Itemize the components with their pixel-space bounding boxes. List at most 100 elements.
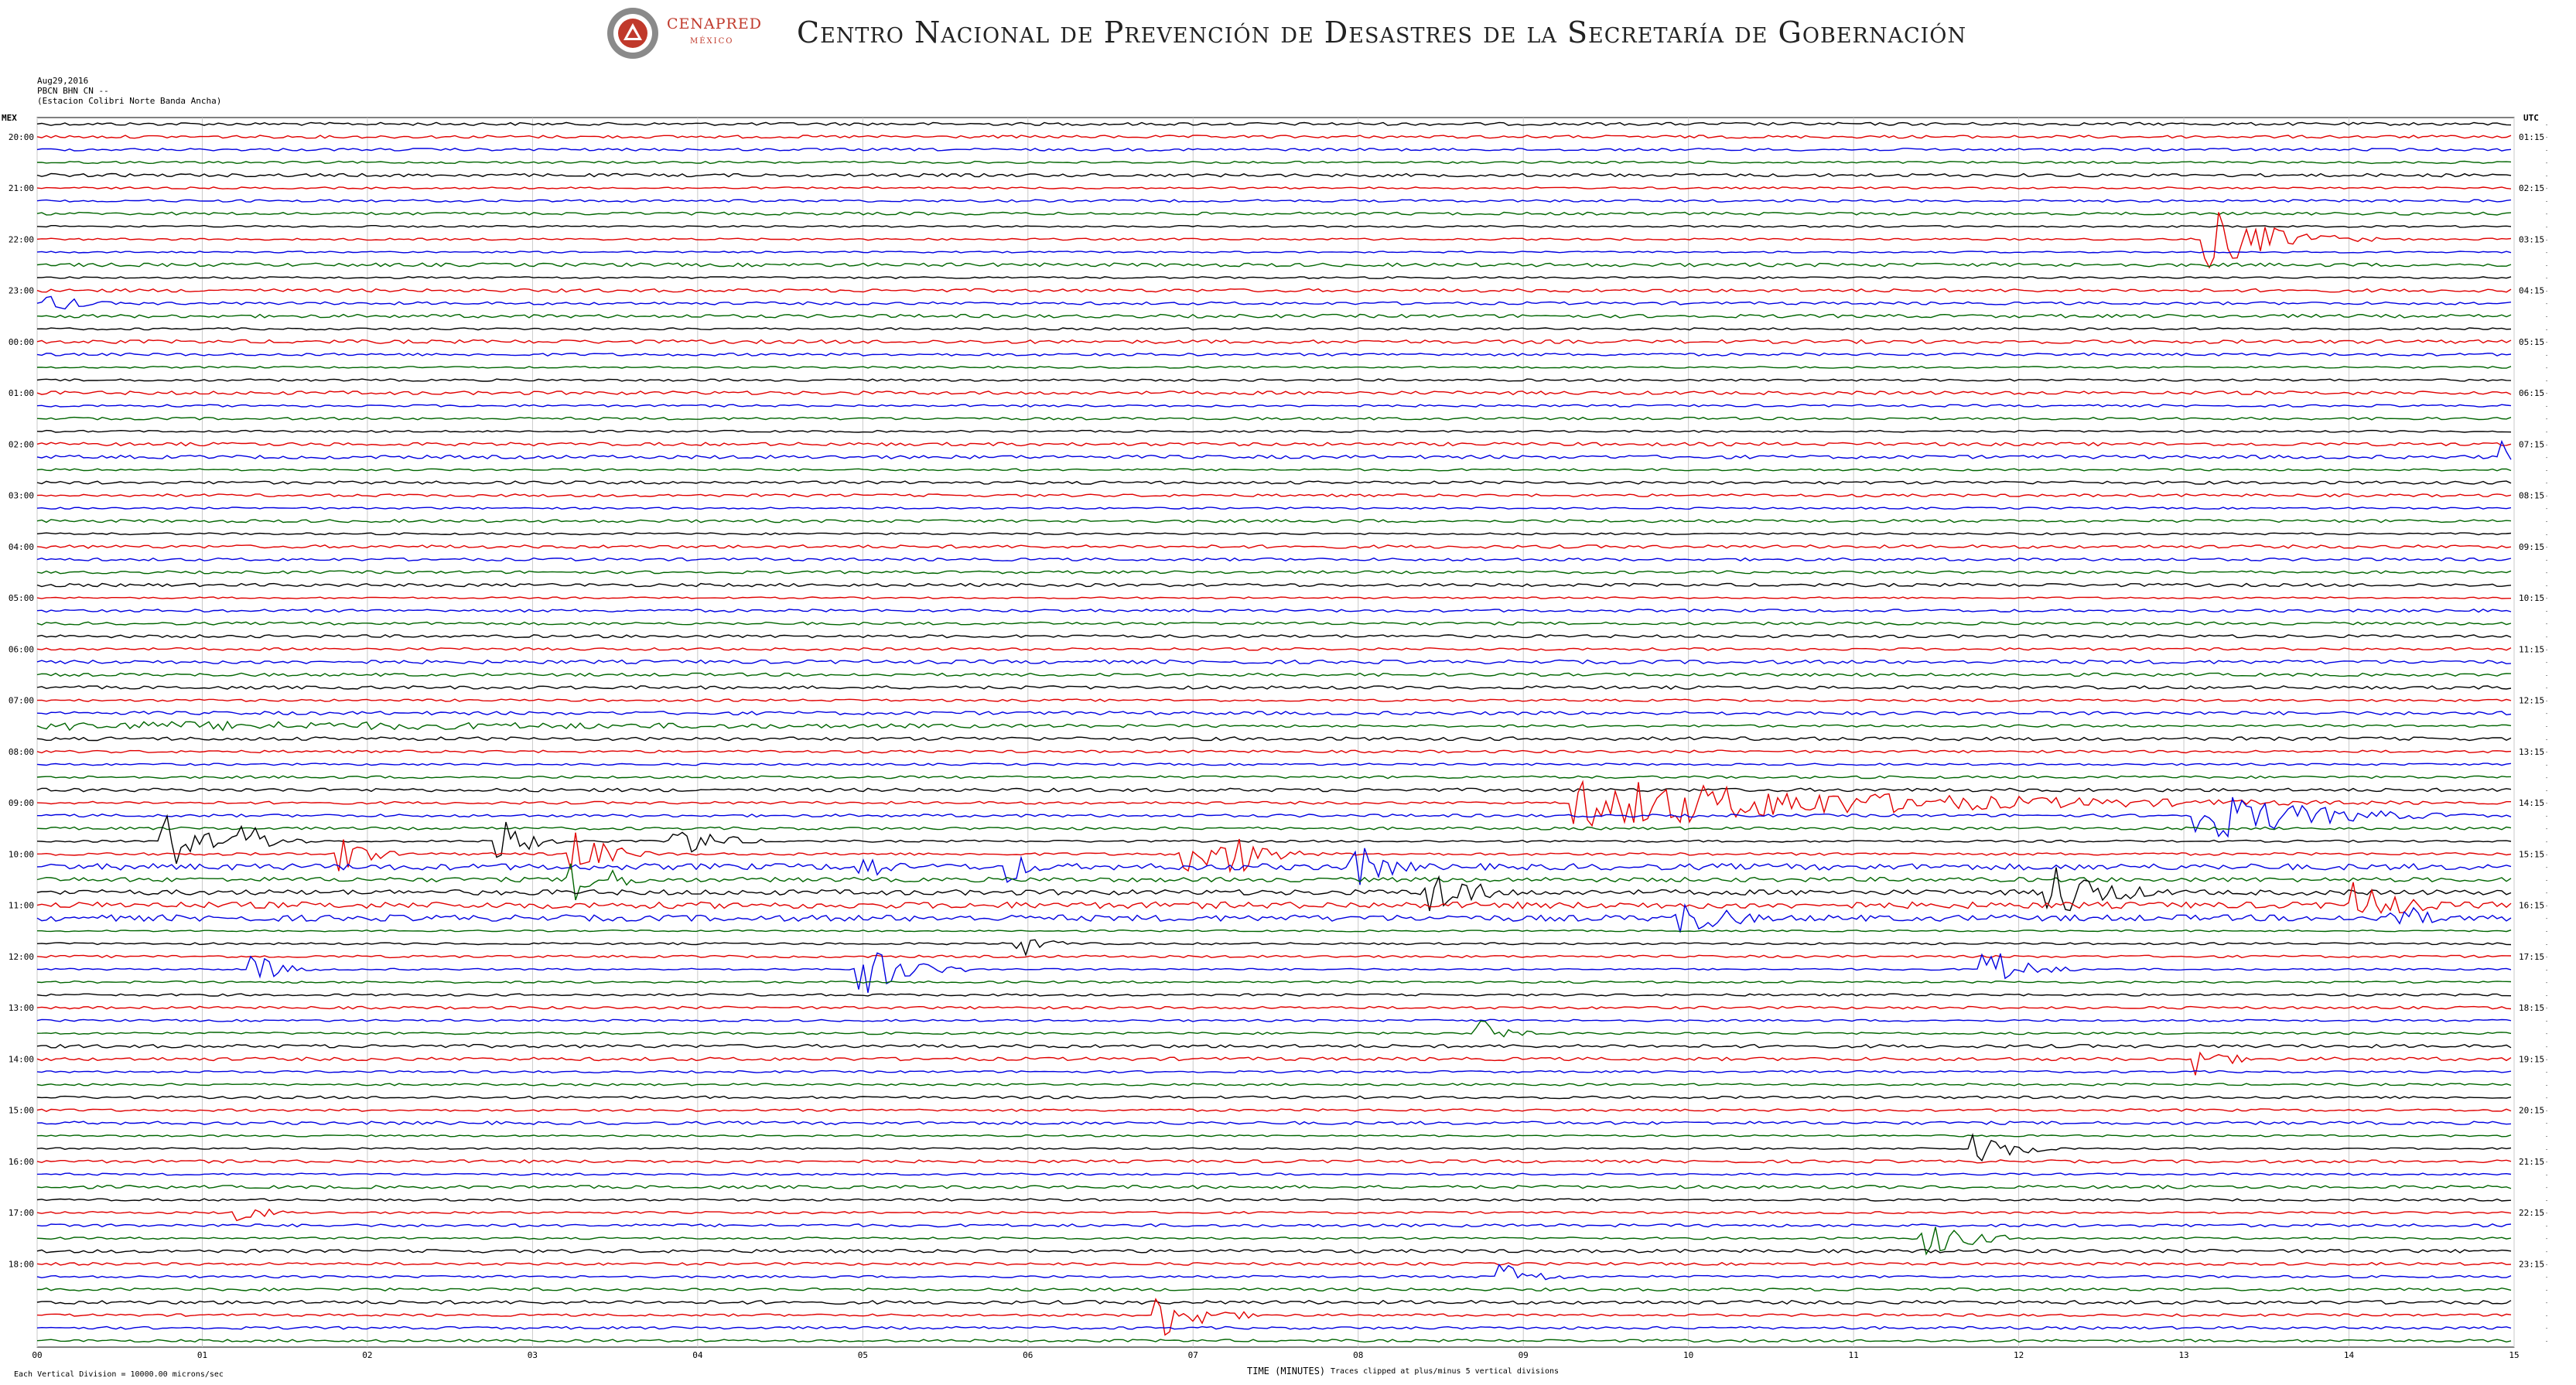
trace-row xyxy=(36,121,2512,126)
trace-offset-mark: - xyxy=(2545,339,2548,346)
trace-offset-mark: - xyxy=(2545,429,2548,435)
left-hour-label: 10:00 xyxy=(9,849,34,859)
trace-row xyxy=(36,582,2512,588)
trace-offset-mark: - xyxy=(2545,1082,2548,1088)
trace-offset-mark: - xyxy=(2545,1274,2548,1281)
right-hour-label: 14:15 xyxy=(2519,798,2544,808)
right-hour-label: 21:15 xyxy=(2519,1157,2544,1167)
left-hour-label: 00:00 xyxy=(9,337,34,347)
trace-row xyxy=(36,211,2512,216)
trace-offset-mark: - xyxy=(2545,1159,2548,1165)
trace-offset-mark: - xyxy=(2545,1018,2548,1025)
trace-offset-mark: - xyxy=(2545,544,2548,551)
trace-row xyxy=(36,1069,2512,1073)
trace-offset-mark: - xyxy=(2545,301,2548,307)
station-name: (Estacion Colibri Norte Banda Ancha) xyxy=(37,96,222,106)
trace-row xyxy=(36,711,2512,716)
minute-tick-label: 12 xyxy=(2014,1350,2024,1360)
minute-tick-label: 10 xyxy=(1683,1350,1693,1360)
minute-tick-label: 05 xyxy=(858,1350,868,1360)
trace-row xyxy=(36,980,2512,984)
right-hour-label: 19:15 xyxy=(2519,1054,2544,1064)
trace-row xyxy=(37,797,2512,838)
trace-offset-mark: - xyxy=(2545,173,2548,179)
trace-row xyxy=(36,952,2512,993)
trace-row xyxy=(36,826,2512,831)
trace-offset-mark: - xyxy=(2545,839,2548,845)
trace-offset-mark: - xyxy=(2545,621,2548,627)
trace-offset-mark: - xyxy=(2545,890,2548,896)
left-hour-label: 03:00 xyxy=(9,491,34,501)
trace-row xyxy=(36,404,2512,408)
trace-offset-mark: - xyxy=(2545,1031,2548,1037)
trace-row xyxy=(37,929,2512,933)
trace-row xyxy=(36,762,2512,766)
trace-offset-mark: - xyxy=(2545,967,2548,973)
trace-offset-mark: - xyxy=(2545,237,2548,243)
trace-row xyxy=(36,1223,2512,1228)
right-hour-label: 16:15 xyxy=(2519,901,2544,911)
minute-tick-label: 03 xyxy=(528,1350,538,1360)
trace-row xyxy=(36,775,2512,779)
trace-offset-mark: - xyxy=(2545,865,2548,871)
trace-row xyxy=(36,468,2512,472)
trace-row xyxy=(36,698,2512,702)
trace-offset-mark: - xyxy=(2545,660,2548,666)
trace-row xyxy=(36,570,2512,575)
left-hour-label: 04:00 xyxy=(9,542,34,552)
trace-row xyxy=(36,832,2512,874)
trace-offset-mark: - xyxy=(2545,1134,2548,1140)
left-hour-label: 02:00 xyxy=(9,439,34,449)
minute-tick-label: 04 xyxy=(692,1350,703,1360)
trace-offset-mark: - xyxy=(2545,570,2548,576)
right-hour-label: 08:15 xyxy=(2519,491,2544,501)
trace-row xyxy=(36,736,2512,742)
trace-row xyxy=(36,199,2512,203)
trace-row xyxy=(36,352,2512,356)
trace-row xyxy=(36,1298,2512,1336)
trace-row xyxy=(36,519,2512,524)
trace-offset-mark: - xyxy=(2545,609,2548,615)
trace-row xyxy=(36,442,2512,447)
trace-offset-mark: - xyxy=(2545,211,2548,217)
right-hour-label: 04:15 xyxy=(2519,286,2544,296)
record-date: Aug29,2016 xyxy=(37,76,89,86)
left-hour-label: 22:00 xyxy=(9,234,34,244)
trace-row xyxy=(36,1248,2512,1254)
trace-row xyxy=(36,212,2512,269)
trace-row xyxy=(36,276,2512,279)
clip-note: Traces clipped at plus/minus 5 vertical … xyxy=(1331,1367,1560,1376)
trace-offset-mark: - xyxy=(2545,724,2548,730)
right-hour-label: 17:15 xyxy=(2519,952,2544,962)
scale-note: Each Vertical Division = 10000.00 micron… xyxy=(14,1370,224,1379)
trace-offset-mark: - xyxy=(2545,1198,2548,1204)
trace-offset-mark: - xyxy=(2545,121,2548,128)
trace-row xyxy=(36,288,2512,293)
trace-row xyxy=(36,327,2512,331)
trace-row xyxy=(36,1159,2512,1164)
trace-row xyxy=(36,135,2512,139)
trace-offset-mark: - xyxy=(2545,1146,2548,1152)
trace-row xyxy=(36,1299,2512,1305)
trace-row xyxy=(36,1108,2512,1112)
trace-offset-mark: - xyxy=(2545,1095,2548,1101)
right-hour-label: 02:15 xyxy=(2519,183,2544,193)
trace-row xyxy=(36,596,2512,599)
trace-offset-mark: - xyxy=(2545,378,2548,384)
trace-row xyxy=(36,1339,2512,1343)
right-hour-label: 03:15 xyxy=(2519,234,2544,244)
trace-offset-mark: - xyxy=(2545,814,2548,820)
trace-row xyxy=(36,685,2512,690)
trace-row xyxy=(36,224,2512,228)
left-hour-label: 12:00 xyxy=(9,952,34,962)
trace-row xyxy=(36,993,2512,997)
trace-offset-mark: - xyxy=(2545,480,2548,486)
trace-row xyxy=(36,882,2512,914)
trace-row xyxy=(36,429,2512,433)
trace-offset-mark: - xyxy=(2545,275,2548,281)
trace-offset-mark: - xyxy=(2545,634,2548,640)
trace-row xyxy=(36,646,2512,651)
logo-name: CENAPRED xyxy=(667,15,762,32)
trace-row xyxy=(37,1287,2512,1292)
trace-offset-mark: - xyxy=(2545,365,2548,371)
